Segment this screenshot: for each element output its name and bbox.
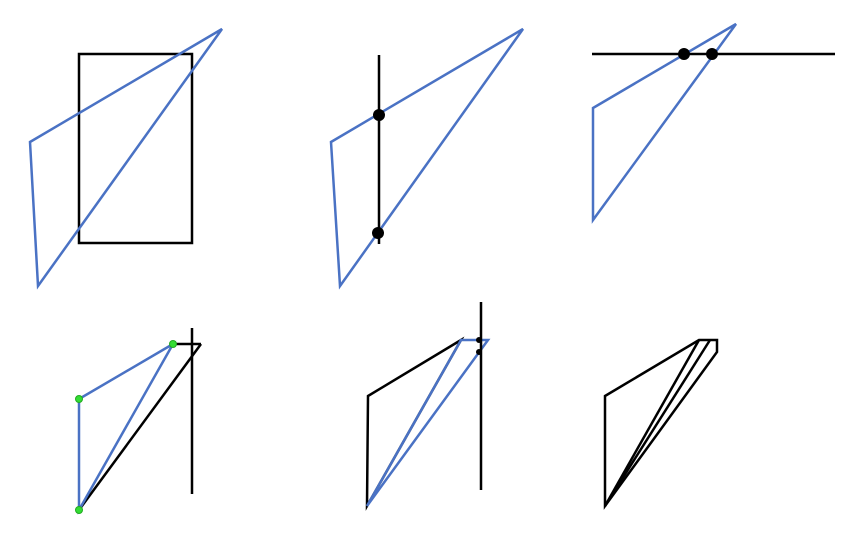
panel-clip-against-bottom-edge — [365, 302, 491, 511]
kept-vertex-point — [169, 340, 177, 348]
intersection-point — [476, 337, 482, 343]
subject-polygon — [329, 27, 525, 290]
previous-polygon-edge — [77, 343, 203, 511]
intersection-point — [476, 349, 482, 355]
kept-vertex-point — [75, 506, 83, 514]
intersection-point — [373, 109, 385, 121]
intersection-point — [678, 48, 690, 60]
result-edge — [603, 339, 712, 507]
panel-clip-against-right-edge — [75, 328, 203, 515]
result-edge — [603, 339, 701, 507]
subject-polygon — [28, 27, 224, 290]
kept-vertex-point — [75, 395, 83, 403]
panel-clip-against-left-edge — [329, 27, 525, 290]
panel-clip-against-top-edge — [591, 22, 835, 224]
clipped-polygon — [365, 338, 491, 507]
clip-rectangle — [77, 52, 194, 245]
panel-clip-rectangle-with-polygon — [28, 27, 224, 290]
intersection-point — [706, 48, 718, 60]
panel-clipped-result — [603, 338, 719, 510]
clipped-result-polygon — [603, 338, 719, 510]
subject-polygon — [591, 22, 738, 224]
intersection-point — [372, 227, 384, 239]
clipped-polygon — [77, 340, 177, 515]
